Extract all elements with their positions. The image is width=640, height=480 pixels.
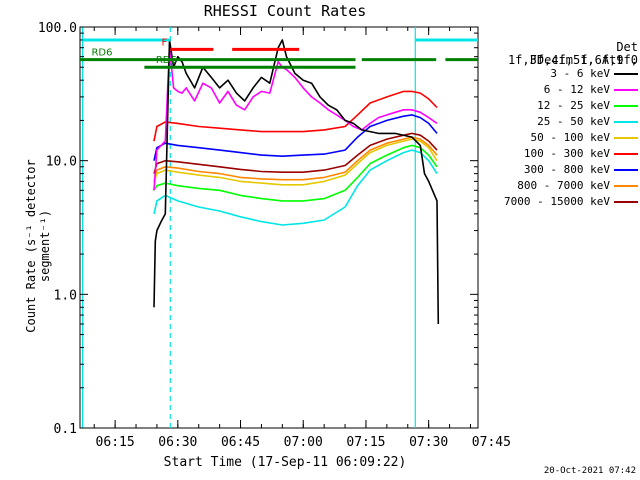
x-tick-label: 07:00 xyxy=(284,435,323,450)
legend-header-line-2: FDecim 1, Att 0 xyxy=(529,53,638,67)
y-tick-label: 0.1 xyxy=(54,422,77,437)
series-line xyxy=(153,114,438,161)
x-tick-label: 06:45 xyxy=(221,435,260,450)
legend-header-line-1: Det 1f,3f,4f,5f,6f,9f, xyxy=(507,40,638,67)
legend-item: 300 - 800 keV xyxy=(480,162,638,178)
x-tick-label: 06:30 xyxy=(158,435,197,450)
legend-swatch xyxy=(614,153,638,155)
flag-label: F xyxy=(162,37,168,48)
legend-swatch xyxy=(614,89,638,91)
legend-swatch xyxy=(614,201,638,203)
plot-frame xyxy=(79,26,479,429)
x-axis-label: Start Time (17-Sep-11 06:09:22) xyxy=(163,455,407,470)
legend-item: 50 - 100 keV xyxy=(480,130,638,146)
legend-label: 300 - 800 keV xyxy=(523,163,610,176)
y-tick-label: 10.0 xyxy=(46,155,77,170)
legend-item: 800 - 7000 keV xyxy=(480,178,638,194)
y-axis-label: Count Rate (s⁻¹ detector segment⁻¹) xyxy=(24,159,52,333)
legend-swatch xyxy=(614,137,638,139)
legend-swatch xyxy=(614,185,638,187)
series-line xyxy=(153,132,438,174)
legend-swatch xyxy=(614,121,638,123)
x-tick-label: 07:15 xyxy=(346,435,385,450)
series-line xyxy=(153,138,438,186)
legend-label: 6 - 12 keV xyxy=(543,83,610,96)
series-line xyxy=(153,39,440,325)
series-line xyxy=(153,46,438,191)
y-tick-label: 1.0 xyxy=(54,288,77,303)
timestamp: 20-Oct-2021 07:42 xyxy=(543,466,636,476)
flag-label: RD6 xyxy=(91,48,112,59)
legend-label: 25 - 50 keV xyxy=(537,115,610,128)
series-line xyxy=(153,144,438,202)
legend-label: 7000 - 15000 keV xyxy=(504,195,610,208)
legend-label: 12 - 25 keV xyxy=(537,99,610,112)
legend-item: 100 - 300 keV xyxy=(480,146,638,162)
legend-item: 7000 - 15000 keV xyxy=(480,194,638,210)
legend-item: 6 - 12 keV xyxy=(480,82,638,98)
legend-swatch xyxy=(614,105,638,107)
chart-title: RHESSI Count Rates xyxy=(203,2,367,20)
series-line xyxy=(153,149,438,226)
legend-item: 12 - 25 keV xyxy=(480,98,638,114)
legend-label: 100 - 300 keV xyxy=(523,147,610,160)
legend-item: 3 - 6 keV xyxy=(480,66,638,82)
legend-swatch xyxy=(614,169,638,171)
series-line xyxy=(153,90,438,142)
legend-item: 25 - 50 keV xyxy=(480,114,638,130)
x-tick-label: 07:30 xyxy=(409,435,448,450)
legend-label: 50 - 100 keV xyxy=(530,131,610,144)
legend-swatch xyxy=(614,73,638,75)
x-tick-label: 07:45 xyxy=(472,435,511,450)
x-tick-label: 06:15 xyxy=(96,435,135,450)
flag-label: RD6 xyxy=(156,55,177,66)
y-tick-label: 100.0 xyxy=(38,21,77,36)
legend-label: 3 - 6 keV xyxy=(550,67,610,80)
legend-label: 800 - 7000 keV xyxy=(517,179,610,192)
